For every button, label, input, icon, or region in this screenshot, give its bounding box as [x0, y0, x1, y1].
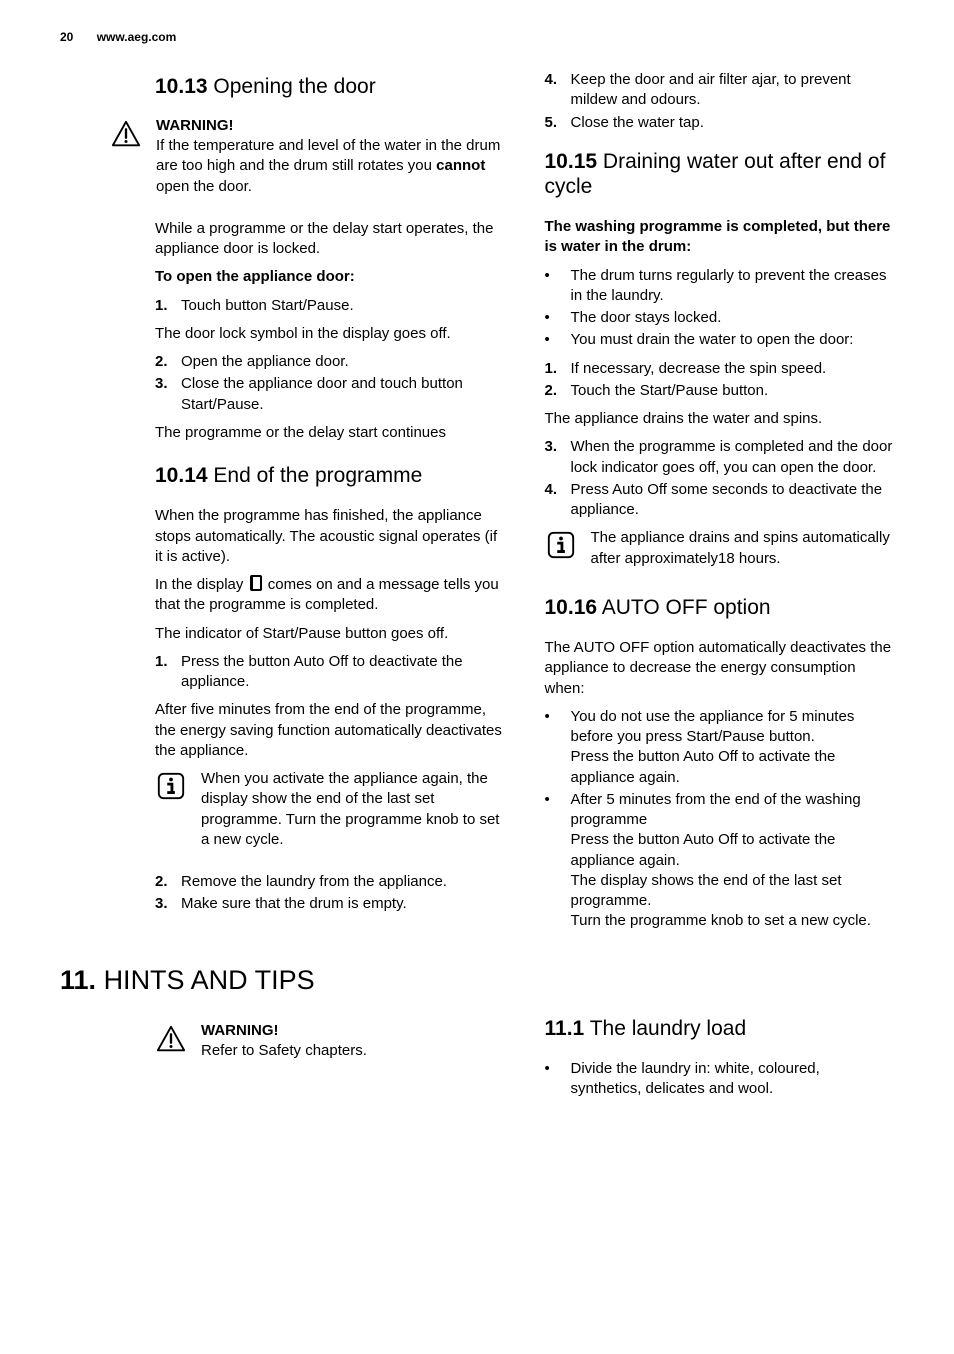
list-item: •You must drain the water to open the do… [545, 330, 895, 350]
info-icon [545, 528, 577, 565]
paragraph: The AUTO OFF option automatically deacti… [545, 638, 895, 699]
warning-title: WARNING! [156, 117, 505, 134]
bullet-list: • You do not use the appliance for 5 min… [545, 707, 895, 932]
info-icon [155, 769, 187, 806]
list-item: 2.Open the appliance door. [155, 352, 505, 372]
list-item: 3.When the programme is completed and th… [545, 437, 895, 478]
list-item: 3.Close the appliance door and touch but… [155, 374, 505, 415]
heading-10-16: 10.16 AUTO OFF option [545, 595, 895, 620]
paragraph: The door lock symbol in the display goes… [155, 324, 505, 344]
list-item: • You do not use the appliance for 5 min… [545, 707, 895, 788]
ordered-list: 3.When the programme is completed and th… [545, 437, 895, 520]
heading-10-14: 10.14 End of the programme [155, 463, 505, 488]
warning-icon [110, 117, 142, 154]
paragraph: In the display comes on and a message te… [155, 575, 505, 616]
info-callout: The appliance drains and spins automatic… [545, 528, 895, 577]
paragraph-bold: To open the appliance door: [155, 267, 505, 287]
list-item: •The door stays locked. [545, 308, 895, 328]
paragraph: The indicator of Start/Pause button goes… [155, 624, 505, 644]
list-item: 5.Close the water tap. [545, 113, 895, 133]
info-body: The appliance drains and spins automatic… [591, 528, 895, 577]
list-item: 1.If necessary, decrease the spin speed. [545, 359, 895, 379]
list-item: •Divide the laundry in: white, coloured,… [545, 1059, 895, 1100]
heading-11-1: 11.1 The laundry load [545, 1016, 895, 1041]
bottom-columns: WARNING! Refer to Safety chapters. 11.1 … [60, 1016, 894, 1108]
list-item: 1.Press the button Auto Off to deactivat… [155, 652, 505, 693]
list-item: 4.Press Auto Off some seconds to deactiv… [545, 480, 895, 521]
site-url: www.aeg.com [97, 30, 177, 44]
paragraph: While a programme or the delay start ope… [155, 219, 505, 260]
warning-body: WARNING! If the temperature and level of… [156, 117, 505, 205]
list-item: 2.Remove the laundry from the appliance. [155, 872, 505, 892]
list-item: • After 5 minutes from the end of the wa… [545, 790, 895, 932]
ordered-list: 2.Open the appliance door. 3.Close the a… [155, 352, 505, 415]
heading-11: 11. HINTS AND TIPS [60, 965, 894, 996]
list-item: 2.Touch the Start/Pause button. [545, 381, 895, 401]
ordered-list: 1.Press the button Auto Off to deactivat… [155, 652, 505, 693]
list-item: •The drum turns regularly to prevent the… [545, 266, 895, 307]
list-item: 4.Keep the door and air filter ajar, to … [545, 70, 895, 111]
ordered-list: 1.Touch button Start/Pause. [155, 296, 505, 316]
display-symbol-icon [250, 575, 262, 591]
warning-body: WARNING! Refer to Safety chapters. [201, 1022, 505, 1069]
bullet-list: •The drum turns regularly to prevent the… [545, 266, 895, 351]
bottom-left: WARNING! Refer to Safety chapters. [60, 1016, 505, 1108]
paragraph: The programme or the delay start continu… [155, 423, 505, 443]
paragraph: After five minutes from the end of the p… [155, 700, 505, 761]
left-column: 10.13 Opening the door WARNING! If the t… [60, 64, 505, 940]
info-callout: When you activate the appliance again, t… [155, 769, 505, 858]
warning-callout: WARNING! If the temperature and level of… [110, 117, 505, 205]
warning-text: If the temperature and level of the wate… [156, 136, 505, 197]
info-body: When you activate the appliance again, t… [201, 769, 505, 858]
warning-text: Refer to Safety chapters. [201, 1041, 505, 1061]
list-item: 1.Touch button Start/Pause. [155, 296, 505, 316]
paragraph: The appliance drains the water and spins… [545, 409, 895, 429]
info-text: The appliance drains and spins automatic… [591, 528, 895, 569]
paragraph: When the programme has finished, the app… [155, 506, 505, 567]
bottom-right: 11.1 The laundry load •Divide the laundr… [545, 1016, 895, 1108]
ordered-list: 1.If necessary, decrease the spin speed.… [545, 359, 895, 402]
bullet-list: •Divide the laundry in: white, coloured,… [545, 1059, 895, 1100]
ordered-list: 2.Remove the laundry from the appliance.… [155, 872, 505, 915]
right-column: 4.Keep the door and air filter ajar, to … [545, 64, 895, 940]
info-text: When you activate the appliance again, t… [201, 769, 505, 850]
warning-icon [155, 1022, 187, 1059]
main-columns: 10.13 Opening the door WARNING! If the t… [60, 64, 894, 940]
heading-10-13: 10.13 Opening the door [155, 74, 505, 99]
list-item: 3.Make sure that the drum is empty. [155, 894, 505, 914]
warning-title: WARNING! [201, 1022, 505, 1039]
paragraph-bold: The washing programme is completed, but … [545, 217, 895, 258]
heading-10-15: 10.15 Draining water out after end of cy… [545, 149, 895, 199]
ordered-list: 4.Keep the door and air filter ajar, to … [545, 70, 895, 133]
warning-callout: WARNING! Refer to Safety chapters. [155, 1022, 505, 1069]
page-number: 20 [60, 30, 73, 44]
page-header: 20 www.aeg.com [60, 30, 894, 44]
